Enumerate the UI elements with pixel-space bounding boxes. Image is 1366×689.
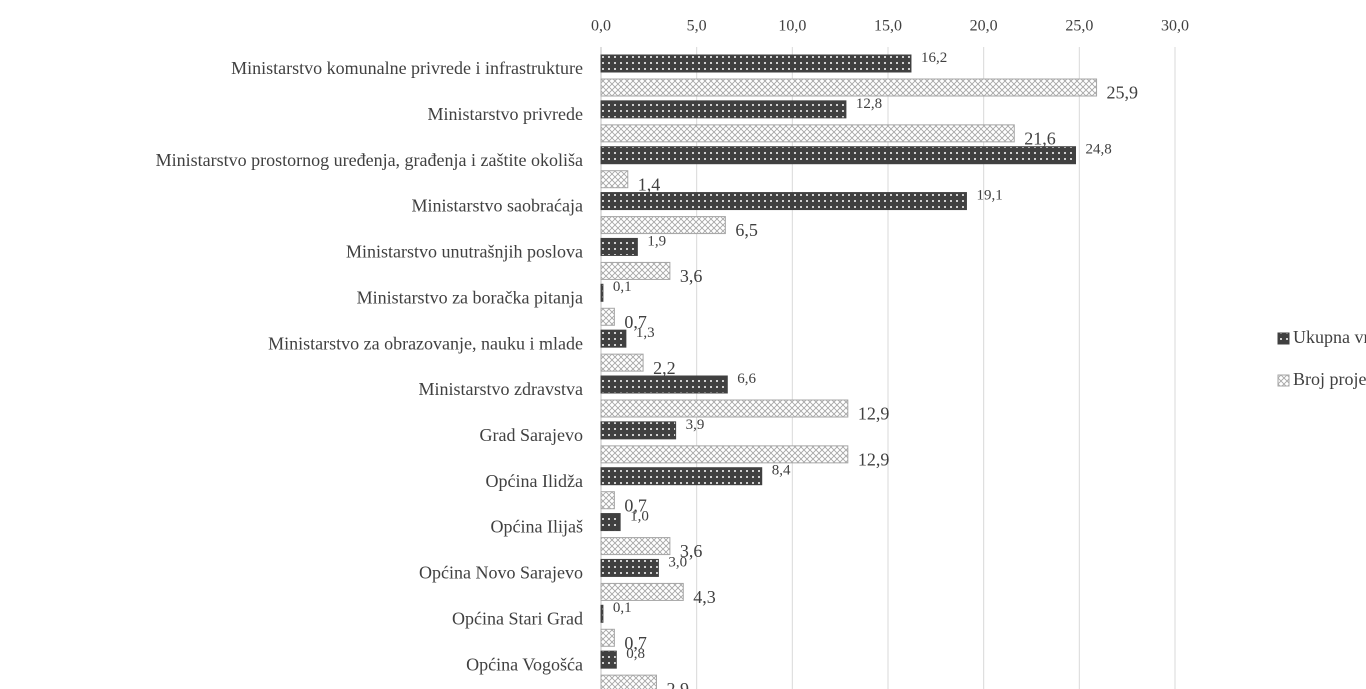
- bar: [600, 283, 604, 302]
- value-label: 8,4: [772, 463, 791, 479]
- category-label: Općina Vogošća: [466, 654, 583, 674]
- value-label: 6,5: [735, 220, 758, 240]
- category-label: Ministarstvo zdravstva: [419, 379, 583, 399]
- value-label: 0,1: [613, 279, 632, 295]
- category-label: Ministarstvo unutrašnjih poslova: [346, 242, 583, 262]
- value-label: 12,9: [858, 404, 890, 424]
- value-label: 3,9: [686, 417, 705, 433]
- value-label: 0,7: [624, 633, 647, 653]
- value-label: 4,3: [693, 587, 716, 607]
- legend-swatch: [1277, 374, 1290, 387]
- value-label: 12,9: [858, 449, 890, 469]
- bar: [600, 216, 726, 235]
- value-label: 12,8: [856, 96, 882, 112]
- value-label: 2,2: [653, 358, 676, 378]
- bar: [600, 558, 659, 577]
- category-label: Grad Sarajevo: [480, 425, 583, 445]
- bar: [600, 375, 728, 394]
- legend-label: Broj projekata: [1293, 369, 1366, 389]
- bar: [600, 261, 671, 280]
- category-label: Ministarstvo za boračka pitanja: [357, 287, 583, 307]
- bar: [600, 170, 629, 189]
- category-label: Općina Stari Grad: [452, 608, 583, 628]
- x-tick-label: 5,0: [687, 18, 707, 35]
- value-label: 0,8: [626, 646, 645, 662]
- x-tick-label: 30,0: [1161, 18, 1189, 35]
- bar: [600, 537, 671, 556]
- bar: [600, 491, 615, 510]
- category-label: Općina Ilijaš: [491, 517, 583, 537]
- legend-label: Ukupna vrijednost: [1293, 327, 1366, 347]
- category-label: Općina Novo Sarajevo: [419, 563, 583, 583]
- category-label: Ministarstvo komunalne privrede i infras…: [231, 58, 583, 78]
- bar: [600, 628, 615, 647]
- bar: [600, 399, 849, 418]
- bar: [600, 604, 604, 623]
- x-tick-label: 25,0: [1065, 18, 1093, 35]
- x-tick-label: 10,0: [778, 18, 806, 35]
- value-label: 0,7: [624, 495, 647, 515]
- value-label: 2,9: [666, 679, 689, 689]
- value-label: 6,6: [737, 371, 756, 387]
- bar: [600, 78, 1098, 97]
- bar: [600, 582, 684, 601]
- bar: [600, 421, 677, 440]
- value-label: 0,7: [624, 312, 647, 332]
- bar: [600, 674, 657, 689]
- x-tick-label: 0,0: [591, 18, 611, 35]
- bar: [600, 353, 644, 372]
- category-label: Ministarstvo saobraćaja: [412, 196, 583, 216]
- value-label: 1,3: [636, 325, 655, 341]
- bar: [600, 307, 615, 326]
- category-label: Ministarstvo za obrazovanje, nauku i mla…: [268, 333, 583, 353]
- value-label: 3,6: [680, 266, 703, 286]
- value-label: 1,0: [630, 509, 649, 525]
- bar: [600, 100, 847, 119]
- category-label: Ministarstvo privrede: [428, 104, 583, 124]
- x-tick-label: 15,0: [874, 18, 902, 35]
- value-label: 3,0: [668, 554, 687, 570]
- bar: [600, 445, 849, 464]
- value-label: 25,9: [1107, 83, 1139, 103]
- value-label: 1,4: [638, 174, 661, 194]
- bar: [600, 513, 621, 532]
- bar: [600, 124, 1015, 143]
- bar: [600, 192, 967, 211]
- bar: [600, 329, 627, 348]
- bar: [600, 54, 912, 73]
- category-label: Općina Ilidža: [486, 471, 583, 491]
- x-tick-label: 20,0: [970, 18, 998, 35]
- value-label: 24,8: [1086, 142, 1112, 158]
- bar: [600, 650, 617, 669]
- value-label: 0,1: [613, 600, 632, 616]
- value-label: 3,6: [680, 541, 703, 561]
- legend-swatch: [1277, 332, 1290, 345]
- value-label: 19,1: [976, 188, 1002, 204]
- value-label: 1,9: [647, 233, 666, 249]
- value-label: 16,2: [921, 50, 947, 66]
- bar: [600, 237, 638, 256]
- value-label: 21,6: [1024, 128, 1056, 148]
- bar: [600, 467, 763, 486]
- category-label: Ministarstvo prostornog uređenja, građen…: [156, 150, 583, 170]
- bar: [600, 146, 1077, 165]
